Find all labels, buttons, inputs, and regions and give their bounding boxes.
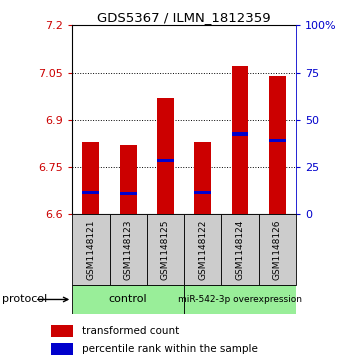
Text: miR-542-3p overexpression: miR-542-3p overexpression bbox=[178, 295, 302, 304]
Bar bbox=[194, 142, 211, 214]
Bar bbox=[147, 214, 184, 285]
Text: GSM1148124: GSM1148124 bbox=[236, 219, 244, 280]
Text: protocol: protocol bbox=[2, 294, 47, 305]
Bar bbox=[82, 142, 99, 214]
Text: GSM1148122: GSM1148122 bbox=[198, 219, 207, 280]
Title: GDS5367 / ILMN_1812359: GDS5367 / ILMN_1812359 bbox=[97, 11, 271, 24]
Text: control: control bbox=[109, 294, 147, 305]
Bar bbox=[269, 76, 286, 214]
Bar bbox=[72, 214, 109, 285]
Text: GSM1148123: GSM1148123 bbox=[124, 219, 132, 280]
Bar bbox=[109, 214, 147, 285]
Bar bbox=[269, 139, 286, 142]
Bar bbox=[157, 159, 174, 162]
Bar bbox=[221, 214, 259, 285]
Bar bbox=[120, 192, 136, 195]
Bar bbox=[184, 214, 221, 285]
Text: GSM1148126: GSM1148126 bbox=[273, 219, 282, 280]
Bar bbox=[82, 191, 99, 194]
Text: GSM1148125: GSM1148125 bbox=[161, 219, 170, 280]
Bar bbox=[72, 285, 184, 314]
Bar bbox=[232, 66, 248, 214]
Bar bbox=[52, 343, 73, 355]
Bar bbox=[259, 214, 296, 285]
Text: transformed count: transformed count bbox=[82, 326, 179, 337]
Bar bbox=[157, 98, 174, 214]
Text: GSM1148121: GSM1148121 bbox=[86, 219, 95, 280]
Bar bbox=[184, 285, 296, 314]
Text: percentile rank within the sample: percentile rank within the sample bbox=[82, 344, 258, 354]
Bar bbox=[52, 325, 73, 338]
Bar bbox=[232, 132, 248, 135]
Bar bbox=[120, 145, 136, 214]
Bar bbox=[194, 191, 211, 194]
